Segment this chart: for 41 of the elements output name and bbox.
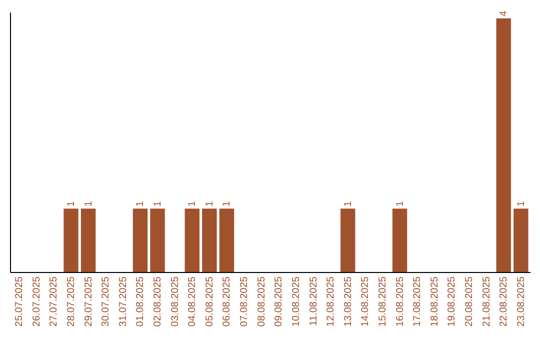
x-tick-label: 25.07.2025 — [14, 276, 26, 327]
x-tick-label: 10.08.2025 — [290, 276, 302, 327]
x-tick-label: 31.07.2025 — [118, 276, 129, 327]
data-label: 1 — [83, 200, 94, 207]
x-tick-label: 28.07.2025 — [66, 276, 77, 327]
x-tick-label: 08.08.2025 — [256, 276, 268, 327]
x-tick-label: 27.07.2025 — [48, 276, 60, 327]
data-label: 1 — [152, 200, 164, 207]
x-tick-label: 07.08.2025 — [239, 276, 250, 327]
x-tick-label: 15.08.2025 — [377, 276, 388, 327]
x-tick-label: 19.08.2025 — [446, 276, 458, 327]
x-tick-label: 09.08.2025 — [274, 276, 285, 327]
data-label: 1 — [187, 200, 198, 207]
x-tick-label: 29.07.2025 — [83, 276, 94, 327]
x-tick-label: 23.08.2025 — [516, 276, 527, 327]
data-label: 1 — [135, 200, 146, 207]
x-tick-label: 11.08.2025 — [308, 276, 320, 326]
x-tick-label: 05.08.2025 — [204, 276, 216, 327]
data-label: 1 — [394, 200, 406, 207]
x-tick-label: 06.08.2025 — [222, 276, 233, 327]
x-tick-label: 22.08.2025 — [498, 276, 510, 327]
x-tick-label: 20.08.2025 — [464, 276, 475, 327]
x-tick-label: 21.08.2025 — [481, 276, 492, 327]
data-label: 1 — [66, 200, 77, 207]
x-tick-label: 12.08.2025 — [326, 276, 337, 327]
x-tick-label: 26.07.2025 — [31, 276, 42, 327]
x-tick-label: 02.08.2025 — [152, 276, 164, 327]
data-label: 1 — [342, 200, 354, 207]
x-tick-label: 16.08.2025 — [394, 276, 406, 327]
x-tick-label: 30.07.2025 — [100, 276, 112, 327]
x-tick-label: 03.08.2025 — [170, 276, 181, 327]
data-label: 4 — [498, 10, 510, 16]
data-label: 1 — [222, 200, 233, 207]
x-tick-label: 17.08.2025 — [412, 276, 424, 327]
x-tick-label: 13.08.2025 — [342, 276, 354, 327]
x-tick-label: 14.08.2025 — [360, 276, 372, 327]
x-tick-label: 04.08.2025 — [187, 276, 198, 327]
data-label: 1 — [204, 200, 216, 207]
x-tick-label: 18.08.2025 — [429, 276, 440, 327]
x-tick-label: 01.08.2025 — [135, 276, 146, 327]
data-label: 1 — [516, 200, 527, 207]
